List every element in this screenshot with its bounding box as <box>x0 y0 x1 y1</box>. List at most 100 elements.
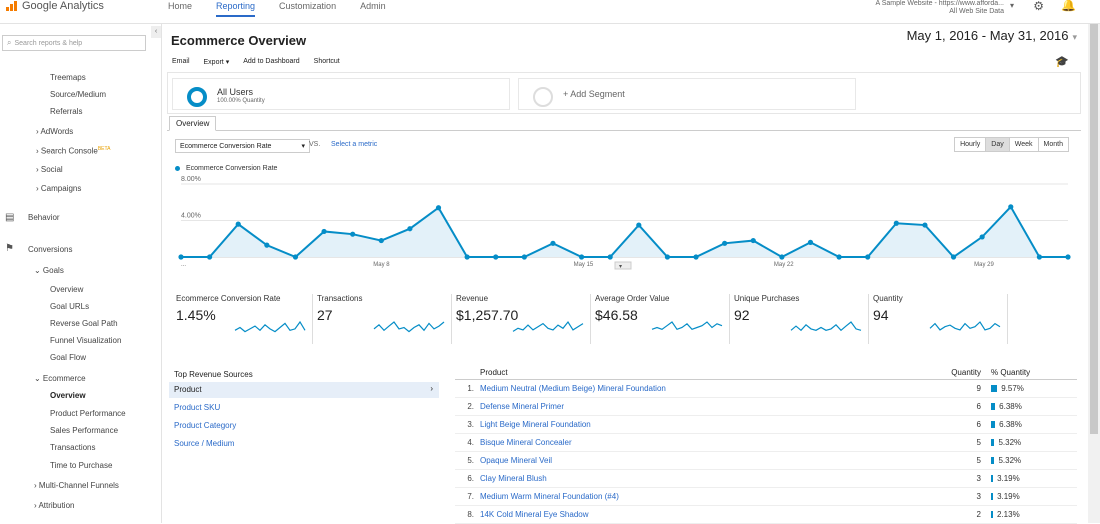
data-point[interactable] <box>865 254 871 260</box>
data-point[interactable] <box>750 237 756 244</box>
product-link[interactable]: Clay Mineral Blush <box>480 474 547 483</box>
data-point[interactable] <box>464 254 470 260</box>
nav-customization[interactable]: Customization <box>279 1 337 11</box>
product-link[interactable]: Light Beige Mineral Foundation <box>480 420 591 429</box>
segment-all-users[interactable]: All Users 100.00% Quantity <box>172 78 510 110</box>
sidebar-item-product-performance[interactable]: Product Performance <box>50 409 126 418</box>
source-product-category[interactable]: Product Category <box>174 421 237 430</box>
bell-icon[interactable]: 🔔 <box>1061 0 1076 12</box>
sidebar-item-transactions[interactable]: Transactions <box>50 443 96 452</box>
email-button[interactable]: Email <box>172 58 190 65</box>
data-point[interactable] <box>893 220 899 226</box>
scrollbar-thumb[interactable] <box>1090 24 1098 434</box>
sidebar-item-campaigns[interactable]: › Campaigns <box>36 184 82 193</box>
nav-home[interactable]: Home <box>168 1 193 11</box>
header-quantity[interactable]: Quantity <box>951 368 981 377</box>
source-product-sku[interactable]: Product SKU <box>174 403 221 412</box>
sidebar-item-social[interactable]: › Social <box>36 165 63 174</box>
data-point[interactable] <box>1036 254 1042 260</box>
shortcut-button[interactable]: Shortcut <box>313 58 340 65</box>
data-point[interactable] <box>607 254 613 260</box>
product-link[interactable]: Bisque Mineral Concealer <box>480 438 572 447</box>
data-point[interactable] <box>979 234 985 240</box>
data-point[interactable] <box>493 254 499 260</box>
data-point[interactable] <box>1008 204 1014 210</box>
header-pct-quantity[interactable]: % Quantity <box>991 368 1031 377</box>
scorecard[interactable]: Ecommerce Conversion Rate 1.45% <box>174 294 313 344</box>
data-point[interactable] <box>836 254 842 260</box>
data-point[interactable] <box>407 226 413 232</box>
app-logo[interactable]: Google Analytics <box>6 0 104 12</box>
data-point[interactable] <box>807 239 814 245</box>
data-point[interactable] <box>722 240 728 246</box>
source-source-medium[interactable]: Source / Medium <box>174 439 235 448</box>
source-product[interactable]: Product › <box>169 382 439 398</box>
sidebar-item-search-console[interactable]: › Search ConsoleBETA <box>36 146 111 156</box>
tab-overview[interactable]: Overview <box>169 116 217 131</box>
sidebar-item-treemaps[interactable]: Treemaps <box>50 73 86 82</box>
data-point[interactable] <box>321 228 327 235</box>
sidebar-item-sales-performance[interactable]: Sales Performance <box>50 426 119 435</box>
graduation-cap-icon[interactable]: 🎓 <box>1055 56 1069 68</box>
sidebar-item-referrals[interactable]: Referrals <box>50 107 83 116</box>
date-range-picker[interactable]: May 1, 2016 - May 31, 2016 ▾ <box>907 28 1077 43</box>
search-input[interactable]: ⌕ Search reports & help <box>2 35 146 51</box>
sidebar-item-funnel-visualization[interactable]: Funnel Visualization <box>50 336 122 345</box>
granularity-month[interactable]: Month <box>1038 138 1068 151</box>
data-point[interactable] <box>693 254 699 260</box>
sidebar-item-time-to-purchase[interactable]: Time to Purchase <box>50 461 113 470</box>
data-point[interactable] <box>664 254 671 260</box>
scorecard[interactable]: Transactions 27 <box>313 294 452 344</box>
scorecard[interactable]: Unique Purchases 92 <box>730 294 869 344</box>
sidebar-item-attribution[interactable]: › Attribution <box>34 501 75 510</box>
data-point[interactable] <box>1065 254 1071 260</box>
scrollbar[interactable] <box>1088 24 1100 523</box>
data-point[interactable] <box>378 237 384 244</box>
metric-select[interactable]: Ecommerce Conversion Rate ▾ <box>175 139 310 153</box>
gear-icon[interactable]: ⚙ <box>1033 0 1044 13</box>
product-link[interactable]: Opaque Mineral Veil <box>480 456 553 465</box>
product-link[interactable]: Medium Warm Mineral Foundation (#4) <box>480 492 619 501</box>
sidebar-item-source-medium[interactable]: Source/Medium <box>50 90 107 99</box>
data-point[interactable] <box>636 222 642 228</box>
granularity-day[interactable]: Day <box>986 138 1010 151</box>
data-point[interactable] <box>350 231 356 237</box>
sidebar-item-ecommerce[interactable]: ⌄ Ecommerce <box>34 374 86 383</box>
scorecard[interactable]: Revenue $1,257.70 <box>452 294 591 344</box>
sidebar-item-goal-urls[interactable]: Goal URLs <box>50 302 90 311</box>
sidebar-item-goals[interactable]: ⌄ Goals <box>34 266 64 275</box>
data-point[interactable] <box>950 254 957 260</box>
product-link[interactable]: Medium Neutral (Medium Beige) Mineral Fo… <box>480 384 666 393</box>
add-segment-button[interactable]: + Add Segment <box>518 78 856 110</box>
nav-reporting[interactable]: Reporting <box>216 0 256 17</box>
data-point[interactable] <box>235 221 241 227</box>
nav-admin[interactable]: Admin <box>360 1 386 11</box>
sidebar-item-goals-overview[interactable]: Overview <box>50 285 84 294</box>
select-metric-link[interactable]: Select a metric <box>331 141 378 148</box>
data-point[interactable] <box>178 254 184 260</box>
chevron-down-icon[interactable]: ▾ <box>1009 1 1014 10</box>
sidebar-item-ecommerce-overview[interactable]: Overview <box>50 391 86 400</box>
scorecard[interactable]: Quantity 94 <box>869 294 1008 344</box>
data-point[interactable] <box>578 254 585 260</box>
granularity-hourly[interactable]: Hourly <box>955 138 987 151</box>
granularity-week[interactable]: Week <box>1009 138 1039 151</box>
data-point[interactable] <box>521 254 527 260</box>
sidebar-item-reverse-goal-path[interactable]: Reverse Goal Path <box>50 319 118 328</box>
collapse-sidebar-button[interactable]: ‹ <box>151 26 161 38</box>
sidebar-item-adwords[interactable]: › AdWords <box>36 127 74 136</box>
scorecard[interactable]: Average Order Value $46.58 <box>591 294 730 344</box>
data-point[interactable] <box>207 254 213 260</box>
data-point[interactable] <box>922 222 928 228</box>
sidebar-item-multi-channel-funnels[interactable]: › Multi-Channel Funnels <box>34 481 119 490</box>
add-to-dashboard-button[interactable]: Add to Dashboard <box>243 58 300 65</box>
sidebar-item-behavior[interactable]: Behavior <box>28 213 60 222</box>
sidebar-item-conversions[interactable]: Conversions <box>28 245 73 254</box>
data-point[interactable] <box>550 240 556 246</box>
header-product[interactable]: Product <box>480 368 508 377</box>
data-point[interactable] <box>292 254 299 260</box>
export-button[interactable]: Export ▾ <box>203 59 230 66</box>
chart-expand-handle[interactable] <box>614 261 632 270</box>
product-link[interactable]: Defense Mineral Primer <box>480 402 565 411</box>
account-selector[interactable]: A Sample Website - https://www.afforda..… <box>875 0 1004 16</box>
